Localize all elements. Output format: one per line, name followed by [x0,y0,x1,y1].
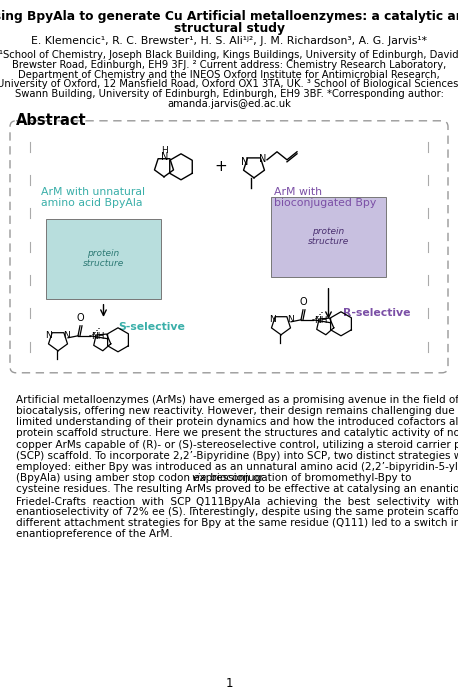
Text: N: N [241,157,249,167]
Bar [271,197,386,276]
Text: enantiopreference of the ArM.: enantiopreference of the ArM. [16,529,173,539]
Text: enantioselectivity of 72% ee (S). Interestingly, despite using the same protein : enantioselectivity of 72% ee (S). Intere… [16,507,458,517]
Text: N: N [269,315,275,324]
Text: N: N [161,152,169,162]
Text: ¹School of Chemistry, Joseph Black Building, Kings Buildings, University of Edin: ¹School of Chemistry, Joseph Black Build… [0,50,458,60]
Text: protein
structure: protein structure [308,227,349,246]
Text: limited understanding of their protein dynamics and how the introduced cofactors: limited understanding of their protein d… [16,417,458,427]
Text: N: N [46,331,52,340]
Bar [46,219,161,299]
Text: employed: either Bpy was introduced as an unnatural amino acid (2,2’-bipyridin-5: employed: either Bpy was introduced as a… [16,462,458,472]
Text: (BpyAla) using amber stop codon expression or: (BpyAla) using amber stop codon expressi… [16,473,267,483]
Text: N: N [64,331,71,340]
Text: NH: NH [314,316,328,325]
Text: different attachment strategies for Bpy at the same residue (Q111) led to a swit: different attachment strategies for Bpy … [16,518,458,528]
Text: NH: NH [91,332,105,341]
Text: 1: 1 [225,677,233,690]
Text: Department of Chemistry and the INEOS Oxford Institute for Antimicrobial Researc: Department of Chemistry and the INEOS Ox… [18,69,440,80]
Text: R-selective: R-selective [344,308,411,318]
Text: protein
structure: protein structure [83,249,124,269]
Text: Artificial metalloenzymes (ArMs) have emerged as a promising avenue in the field: Artificial metalloenzymes (ArMs) have em… [16,395,458,405]
Text: copper ArMs capable of (R)- or (S)-stereoselective control, utilizing a steroid : copper ArMs capable of (R)- or (S)-stere… [16,440,458,449]
Text: cysteine residues. The resulting ArMs proved to be effective at catalysing an en: cysteine residues. The resulting ArMs pr… [16,484,458,494]
Text: H: H [162,146,169,155]
Text: Swann Building, University of Edinburgh, Edinburgh, EH9 3BF. *Corresponding auth: Swann Building, University of Edinburgh,… [15,89,443,99]
Text: protein scaffold structure. Here we present the structures and catalytic activit: protein scaffold structure. Here we pres… [16,428,458,438]
Text: Abstract: Abstract [16,113,87,128]
Text: +: + [215,160,227,174]
Text: Brewster Road, Edinburgh, EH9 3FJ. ² Current address: Chemistry Research Laborat: Brewster Road, Edinburgh, EH9 3FJ. ² Cur… [12,60,446,70]
Text: University of Oxford, 12 Mansfield Road, Oxford OX1 3TA, UK. ³ School of Biologi: University of Oxford, 12 Mansfield Road,… [0,79,458,90]
Text: structural study: structural study [174,22,284,35]
Text: S-selective: S-selective [119,322,185,332]
Text: (SCP) scaffold. To incorporate 2,2’-Bipyridine (Bpy) into SCP, two distinct stra: (SCP) scaffold. To incorporate 2,2’-Bipy… [16,451,458,461]
Text: bioconjugation of bromomethyl-Bpy to: bioconjugation of bromomethyl-Bpy to [207,473,411,483]
Text: N: N [259,154,267,164]
Text: E. Klemencic¹, R. C. Brewster¹, H. S. Ali¹ʲ², J. M. Richardson³, A. G. Jarvis¹*: E. Klemencic¹, R. C. Brewster¹, H. S. Al… [31,36,427,46]
Text: O: O [299,297,307,307]
Text: biocatalysis, offering new reactivity. However, their design remains challenging: biocatalysis, offering new reactivity. H… [16,406,458,416]
Text: N: N [287,315,294,324]
Text: via: via [191,473,207,483]
FancyBboxPatch shape [10,121,448,373]
Text: Friedel-Crafts  reaction  with  SCP_Q111BpyAla  achieving  the  best  selectivit: Friedel-Crafts reaction with SCP_Q111Bpy… [16,496,458,507]
Text: ArM with unnatural
amino acid BpyAla: ArM with unnatural amino acid BpyAla [41,187,145,209]
Text: O: O [76,313,84,323]
Text: Using BpyAla to generate Cu Artificial metalloenzymes: a catalytic and: Using BpyAla to generate Cu Artificial m… [0,10,458,23]
Text: ArM with
bioconjugated Bpy: ArM with bioconjugated Bpy [274,187,376,209]
Text: amanda.jarvis@ed.ac.uk: amanda.jarvis@ed.ac.uk [167,99,291,109]
